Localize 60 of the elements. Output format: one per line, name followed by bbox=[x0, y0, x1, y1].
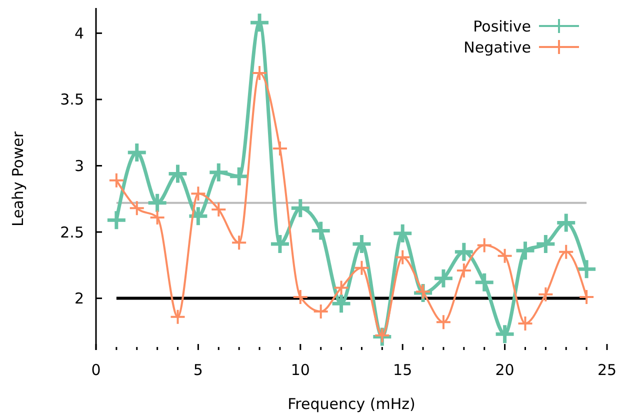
point bbox=[394, 249, 411, 266]
point bbox=[456, 262, 472, 278]
point bbox=[392, 222, 414, 244]
point bbox=[170, 308, 186, 325]
point bbox=[555, 212, 577, 234]
x-tick-label: 5 bbox=[193, 361, 203, 379]
point bbox=[269, 233, 291, 255]
point bbox=[210, 201, 227, 218]
x-axis-title: Frequency (mHz) bbox=[288, 395, 416, 413]
point bbox=[248, 12, 270, 34]
point bbox=[494, 323, 516, 345]
y-tick-label: 3 bbox=[74, 156, 84, 175]
y-tick-label: 2.5 bbox=[60, 223, 84, 242]
point bbox=[187, 205, 209, 227]
point bbox=[106, 209, 128, 231]
point bbox=[312, 304, 329, 320]
point bbox=[453, 241, 475, 263]
point bbox=[474, 272, 496, 294]
point bbox=[126, 142, 148, 164]
point bbox=[476, 237, 492, 254]
point bbox=[128, 200, 145, 216]
point bbox=[534, 233, 556, 255]
point bbox=[167, 162, 189, 184]
point bbox=[538, 286, 554, 302]
point bbox=[272, 140, 288, 157]
x-tick-label: 10 bbox=[290, 361, 310, 379]
point bbox=[310, 220, 332, 242]
legend-label: Positive bbox=[473, 17, 531, 36]
point bbox=[374, 327, 390, 344]
y-tick-label: 3.5 bbox=[60, 90, 84, 109]
point bbox=[333, 280, 350, 296]
x-tick-label: 15 bbox=[393, 361, 412, 379]
point bbox=[435, 314, 452, 330]
point bbox=[514, 240, 536, 262]
y-tick-label: 2 bbox=[74, 290, 84, 308]
x-tick-label: 0 bbox=[91, 361, 101, 379]
point bbox=[517, 315, 534, 332]
point bbox=[146, 192, 168, 214]
point bbox=[252, 64, 268, 81]
point bbox=[330, 292, 352, 314]
point bbox=[558, 244, 574, 260]
point bbox=[415, 284, 432, 300]
point bbox=[496, 248, 513, 264]
y-tick-label: 4 bbox=[74, 24, 84, 42]
point bbox=[290, 197, 312, 219]
point bbox=[190, 186, 206, 202]
point bbox=[432, 268, 454, 290]
point bbox=[208, 162, 230, 184]
point bbox=[578, 288, 595, 305]
point bbox=[292, 288, 308, 305]
point bbox=[576, 258, 598, 280]
y-axis-title: Leahy Power bbox=[9, 130, 27, 227]
x-tick-label: 20 bbox=[495, 361, 514, 379]
point bbox=[350, 233, 372, 255]
point bbox=[354, 260, 370, 276]
point bbox=[108, 172, 124, 188]
point bbox=[231, 234, 248, 251]
x-tick-label: 25 bbox=[597, 361, 617, 379]
point bbox=[149, 209, 166, 226]
legend-label: Negative bbox=[464, 38, 531, 56]
